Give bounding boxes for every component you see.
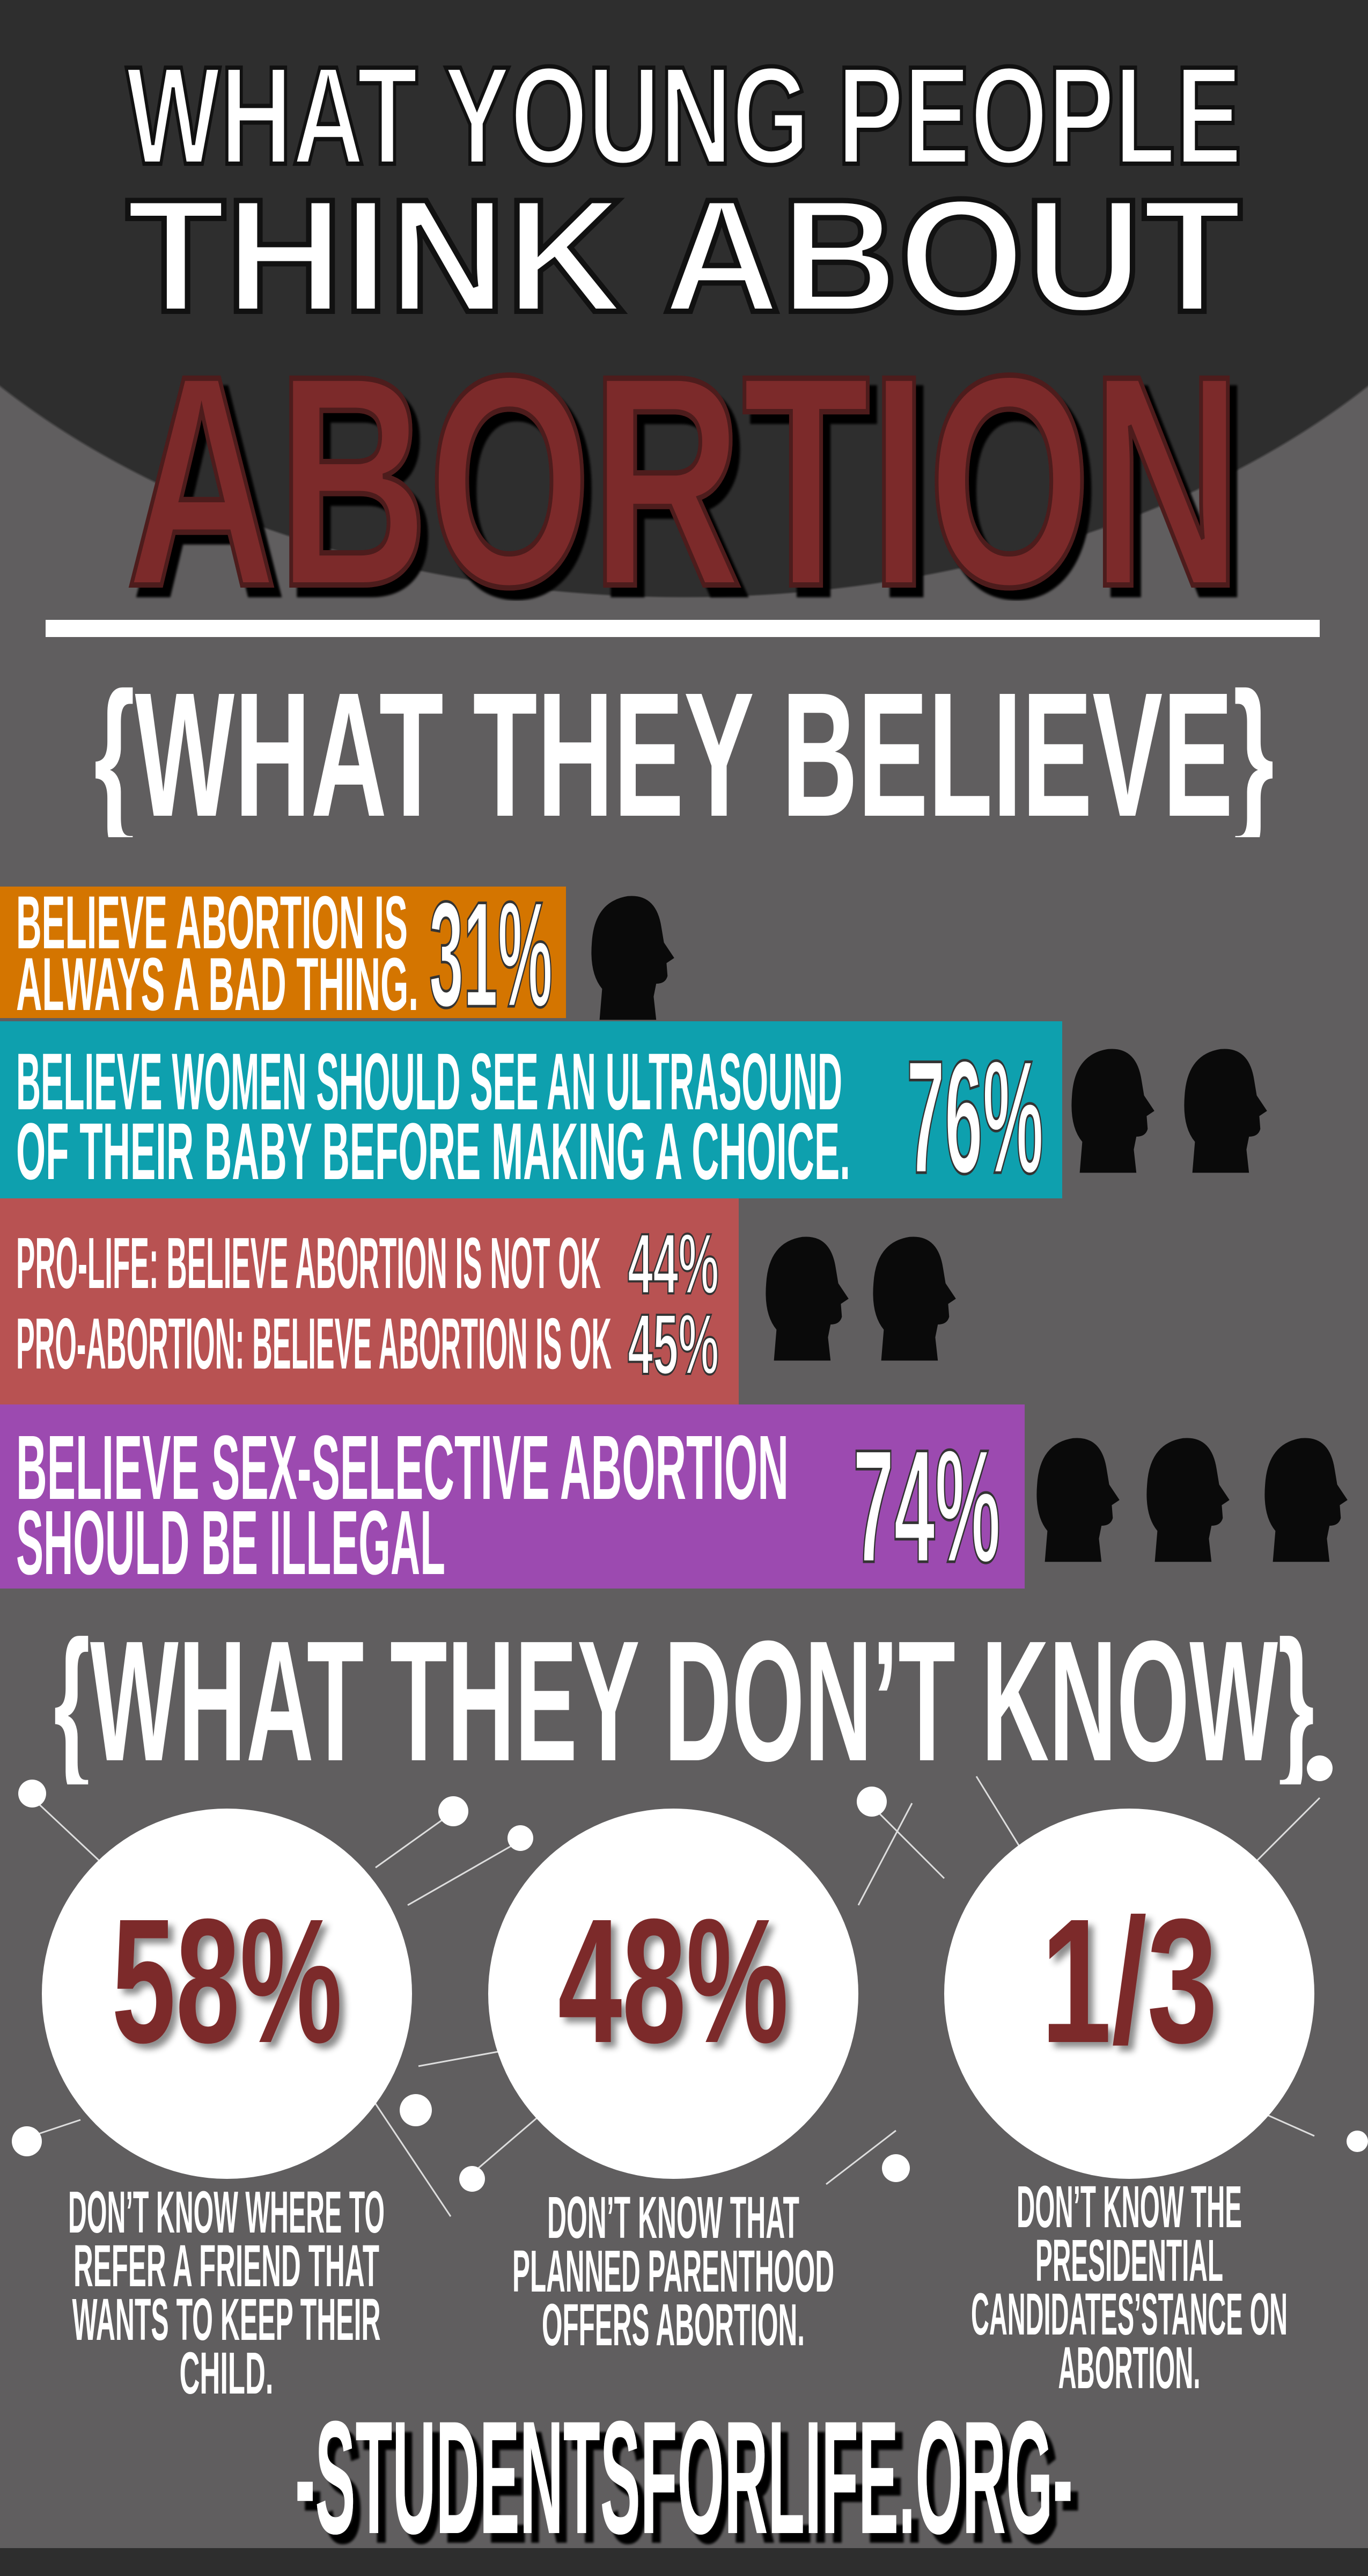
- bar-percent: 74%: [853, 1428, 1002, 1572]
- stat-bar-ultrasound: [0, 1021, 1062, 1198]
- caption-line: CANDIDATES’STANCE ON: [971, 2289, 1288, 2340]
- person-silhouette-icon: [1264, 1438, 1348, 1562]
- bar-label: BELIEVE WOMEN SHOULD SEE AN ULTRASOUND: [16, 1049, 842, 1116]
- person-silhouette-icon: [1036, 1438, 1120, 1562]
- bar-label-text: PRO-ABORTION: BELIEVE ABORTION IS OK: [16, 1315, 612, 1377]
- bar-percent: 31%: [429, 891, 554, 1017]
- bar-label: BELIEVE ABORTION IS: [16, 892, 408, 954]
- bar-label-pro-abortion: PRO-ABORTION: BELIEVE ABORTION IS OK: [16, 1315, 612, 1377]
- stat-bar-sex-selective: [0, 1404, 1025, 1589]
- footer-url: -STUDENTSFORLIFE.ORG-: [295, 2412, 1073, 2546]
- title-line-1-text: WHAT YOUNG PEOPLE: [126, 48, 1242, 177]
- decorative-network-lines: [12, 1755, 1368, 2217]
- stat-circle-48: 48%: [488, 1809, 858, 2179]
- bar-percent-text: 31%: [429, 891, 553, 1017]
- section-heading-dont-know-text: {WHAT THEY DON’T KNOW}: [54, 1629, 1314, 1784]
- stat-value-text: 58%: [112, 1913, 342, 2074]
- bar-percent-text: 76%: [907, 1038, 1043, 1183]
- footer-url-text: -STUDENTSFORLIFE.ORG-: [295, 2412, 1073, 2546]
- stat-value: 58%: [112, 1913, 342, 2074]
- bar-label-text: PRO-LIFE: BELIEVE ABORTION IS NOT OK: [16, 1234, 601, 1296]
- person-silhouette-icon: [1184, 1049, 1267, 1173]
- caption-line: CHILD.: [180, 2348, 274, 2399]
- stat-caption-one-third-line: CANDIDATES’STANCE ON: [971, 2289, 1288, 2340]
- title-line-2: THINK ABOUT: [123, 177, 1245, 322]
- bar-percent-text: 45%: [628, 1309, 719, 1382]
- stat-bar-always-bad: [0, 887, 566, 1018]
- bar-percent: 76%: [907, 1038, 1045, 1183]
- bar-percent-text: 44%: [628, 1229, 719, 1301]
- stat-value-text: 48%: [558, 1913, 789, 2074]
- stat-caption-58-line: DON’T KNOW WHERE TO: [68, 2187, 385, 2238]
- stat-caption-one-third-line: PRESIDENTIAL: [1035, 2235, 1223, 2286]
- bar-percent-pro-abortion: 45%: [628, 1309, 720, 1382]
- title-line-2-text: THINK ABOUT: [126, 177, 1242, 322]
- bar-label-text: ALWAYS A BAD THING.: [16, 954, 418, 1015]
- bar-label-text: BELIEVE WOMEN SHOULD SEE AN ULTRASOUND: [16, 1049, 842, 1116]
- stat-value-text: 1/3: [1041, 1913, 1218, 2074]
- stat-caption-58-line: REFER A FRIEND THAT: [73, 2241, 379, 2292]
- section-heading-believe-text: {WHAT THEY BELIEVE}: [94, 682, 1274, 837]
- stat-circle-one-third: 1/3: [944, 1809, 1314, 2179]
- person-silhouette-icon: [766, 1236, 849, 1361]
- stat-caption-48-line: OFFERS ABORTION.: [542, 2300, 805, 2351]
- caption-line: OFFERS ABORTION.: [542, 2300, 805, 2351]
- stat-caption-58-line: CHILD.: [180, 2348, 274, 2399]
- stat-caption-one-third-line: ABORTION.: [1058, 2343, 1201, 2394]
- caption-line: REFER A FRIEND THAT: [73, 2241, 379, 2292]
- bar-label: ALWAYS A BAD THING.: [16, 954, 418, 1015]
- bar-percent-text: 74%: [853, 1428, 1001, 1572]
- stat-caption-one-third-line: DON’T KNOW THE: [1017, 2182, 1242, 2233]
- caption-line: ABORTION.: [1058, 2343, 1201, 2394]
- divider: [46, 620, 1320, 637]
- caption-line: PLANNED PARENTHOOD: [512, 2246, 834, 2297]
- caption-line: DON’T KNOW THAT: [547, 2192, 799, 2243]
- bar-label-text: BELIEVE ABORTION IS: [16, 892, 408, 954]
- person-silhouette-icon: [591, 896, 674, 1020]
- title-line-1: WHAT YOUNG PEOPLE: [124, 48, 1244, 177]
- person-silhouette-icon: [873, 1236, 956, 1361]
- bar-label: BELIEVE SEX-SELECTIVE ABORTION: [16, 1430, 789, 1505]
- bar-label-pro-life: PRO-LIFE: BELIEVE ABORTION IS NOT OK: [16, 1234, 601, 1296]
- caption-line: PRESIDENTIAL: [1035, 2235, 1223, 2286]
- stat-value: 1/3: [1041, 1913, 1218, 2074]
- bar-label-text: OF THEIR BABY BEFORE MAKING A CHOICE.: [16, 1119, 850, 1186]
- bar-label: OF THEIR BABY BEFORE MAKING A CHOICE.: [16, 1119, 850, 1186]
- section-heading-believe: {WHAT THEY BELIEVE}: [94, 682, 1274, 837]
- bar-label: SHOULD BE ILLEGAL: [16, 1505, 445, 1580]
- stat-circle-58: 58%: [42, 1809, 412, 2179]
- bar-percent-pro-life: 44%: [628, 1229, 720, 1301]
- bar-label-text: SHOULD BE ILLEGAL: [16, 1505, 445, 1580]
- section-heading-dont-know: {WHAT THEY DON’T KNOW}: [54, 1629, 1314, 1784]
- stat-caption-48-line: DON’T KNOW THAT: [547, 2192, 799, 2243]
- stat-caption-48-line: PLANNED PARENTHOOD: [512, 2246, 834, 2297]
- caption-line: WANTS TO KEEP THEIR: [72, 2294, 381, 2345]
- title-line-3-text: ABORTION: [126, 322, 1242, 601]
- bar-label-text: BELIEVE SEX-SELECTIVE ABORTION: [16, 1430, 789, 1505]
- caption-line: DON’T KNOW THE: [1017, 2182, 1242, 2233]
- stat-caption-58-line: WANTS TO KEEP THEIR: [72, 2294, 381, 2345]
- stat-bar-pro-life-vs-pro-abortion: [0, 1198, 739, 1404]
- stat-value: 48%: [558, 1913, 789, 2074]
- bottom-strip: [0, 2548, 1368, 2576]
- person-silhouette-icon: [1146, 1438, 1230, 1562]
- title-line-3: ABORTION: [123, 322, 1245, 601]
- caption-line: DON’T KNOW WHERE TO: [68, 2187, 385, 2238]
- header-dark-arc: [0, 0, 1368, 606]
- person-silhouette-icon: [1071, 1049, 1154, 1173]
